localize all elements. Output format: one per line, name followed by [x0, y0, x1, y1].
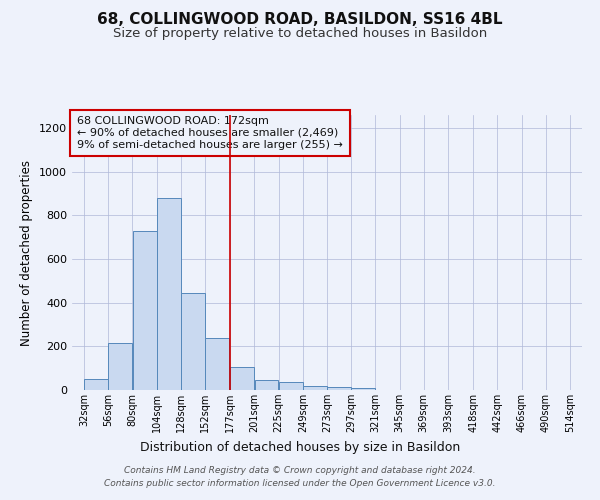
Bar — [157, 198, 181, 390]
Bar — [205, 338, 229, 390]
Bar — [133, 230, 157, 390]
Bar — [303, 386, 327, 390]
Bar — [279, 382, 302, 390]
Text: Size of property relative to detached houses in Basildon: Size of property relative to detached ho… — [113, 28, 487, 40]
Text: 68, COLLINGWOOD ROAD, BASILDON, SS16 4BL: 68, COLLINGWOOD ROAD, BASILDON, SS16 4BL — [97, 12, 503, 28]
Text: Distribution of detached houses by size in Basildon: Distribution of detached houses by size … — [140, 441, 460, 454]
Bar — [230, 367, 254, 390]
Text: Contains HM Land Registry data © Crown copyright and database right 2024.
Contai: Contains HM Land Registry data © Crown c… — [104, 466, 496, 487]
Bar — [109, 343, 133, 390]
Bar — [352, 388, 375, 390]
Bar — [84, 378, 108, 390]
Bar — [327, 388, 351, 390]
Bar — [181, 293, 205, 390]
Bar — [254, 380, 278, 390]
Y-axis label: Number of detached properties: Number of detached properties — [20, 160, 34, 346]
Text: 68 COLLINGWOOD ROAD: 172sqm
← 90% of detached houses are smaller (2,469)
9% of s: 68 COLLINGWOOD ROAD: 172sqm ← 90% of det… — [77, 116, 343, 150]
